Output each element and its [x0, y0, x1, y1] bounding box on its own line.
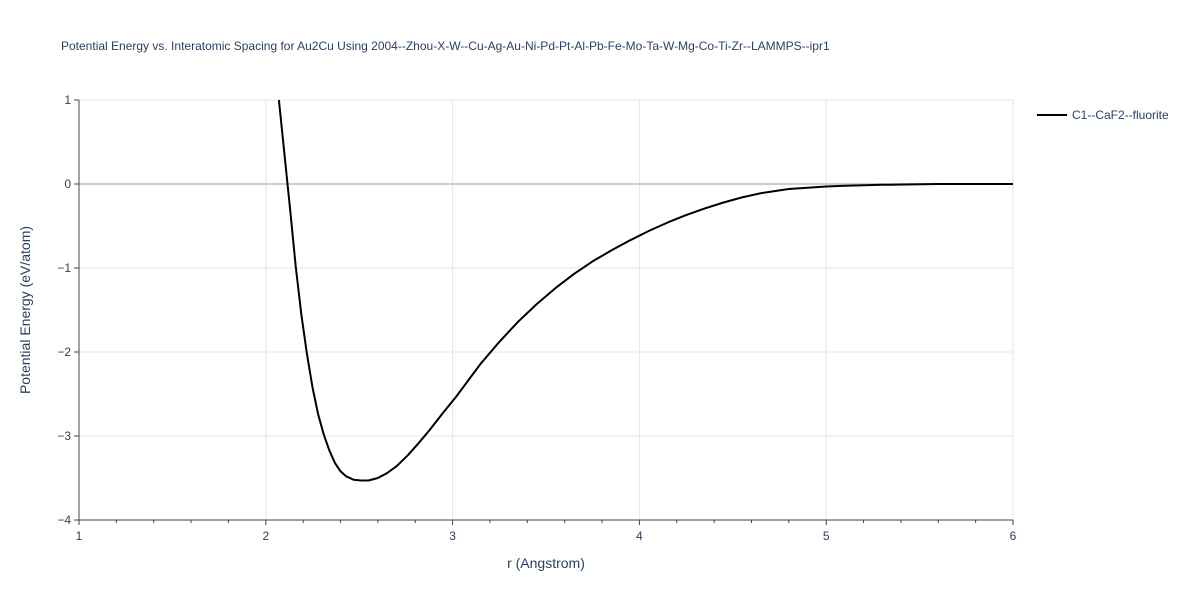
x-tick-label: 6: [1010, 529, 1017, 543]
x-tick-label: 5: [823, 529, 830, 543]
x-axis-title: r (Angstrom): [507, 555, 585, 571]
x-tick-label: 4: [636, 529, 643, 543]
y-tick-label: −3: [57, 429, 71, 443]
y-tick-label: 0: [64, 177, 71, 191]
series-line: [277, 100, 1013, 482]
x-tick-label: 1: [76, 529, 83, 543]
y-tick-label: −1: [57, 261, 71, 275]
tick-labels: 1 2 3 4 5 6 1 0 −1 −2 −3 −4: [57, 93, 1016, 543]
y-tick-label: −2: [57, 345, 71, 359]
grid: [74, 99, 1014, 525]
x-tick-label: 2: [262, 529, 269, 543]
y-tick-label: 1: [64, 93, 71, 107]
y-axis-title: Potential Energy (eV/atom): [17, 226, 33, 394]
x-tick-label: 3: [449, 529, 456, 543]
legend-label[interactable]: C1--CaF2--fluorite: [1072, 108, 1169, 122]
series-layer: [277, 100, 1013, 482]
legend: C1--CaF2--fluorite: [1037, 108, 1169, 122]
y-tick-label: −4: [57, 513, 71, 527]
chart-title: Potential Energy vs. Interatomic Spacing…: [61, 39, 830, 53]
